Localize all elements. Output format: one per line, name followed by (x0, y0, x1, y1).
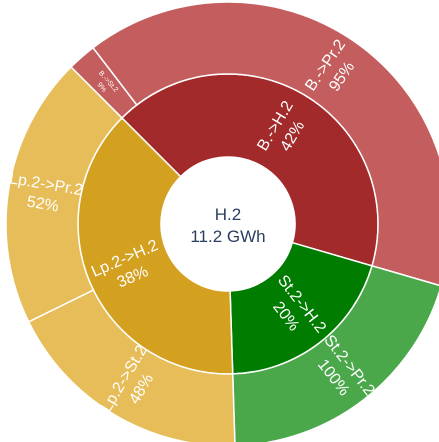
outer-segment-b-st-2-text-share: 9% (95, 81, 107, 93)
center-hole (161, 157, 295, 291)
outer-segment-lp-2-pr-2[interactable] (5, 65, 123, 323)
center-title: H.2 (215, 205, 241, 224)
inner-ring (77, 73, 379, 375)
outer-segment-lp-2-pr-2-text-share: 52% (26, 193, 60, 215)
outer-ring (5, 1, 439, 442)
outer-segment-st-2-pr-2[interactable] (231, 264, 439, 442)
outer-segment-b-pr-2[interactable] (91, 1, 439, 287)
center-value: 11.2 GWh (190, 227, 265, 246)
